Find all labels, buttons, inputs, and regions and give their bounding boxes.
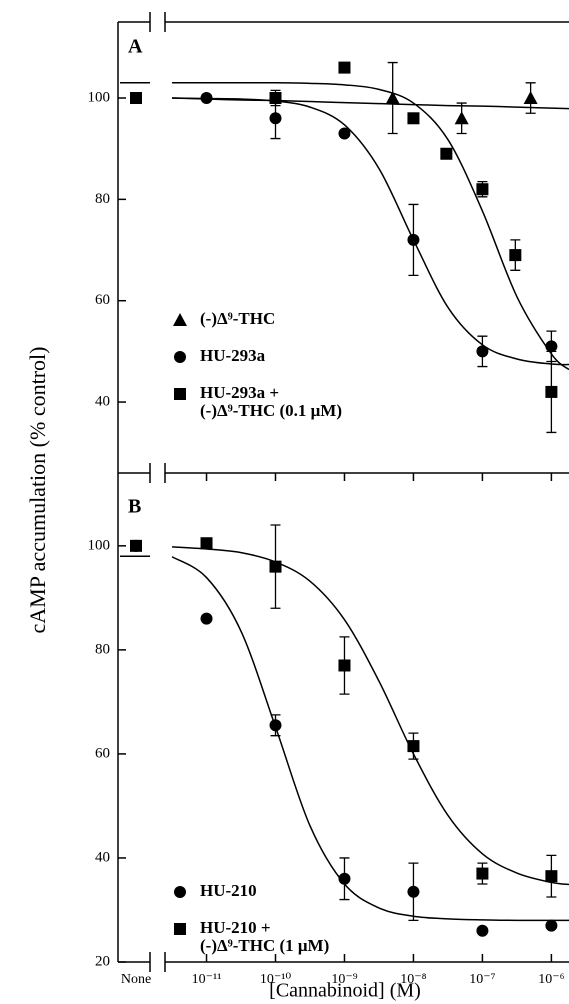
data-point [545, 919, 558, 932]
x-axis-label: [Cannabinoid] (M) [269, 980, 421, 1002]
legend-marker [174, 351, 186, 363]
y-tick-label: 60 [95, 292, 110, 308]
data-point [545, 385, 558, 398]
legend-label: (-)Δ⁹-THC [200, 309, 275, 328]
data-point [269, 719, 282, 732]
legend-label: HU-293a [200, 346, 266, 365]
data-point [130, 539, 142, 552]
data-point [454, 111, 469, 125]
panel-label: A [128, 36, 143, 58]
data-point [476, 183, 489, 196]
data-point [338, 61, 351, 74]
y-tick-label: 80 [95, 641, 110, 657]
data-point [476, 345, 489, 358]
panel-label: B [128, 496, 141, 518]
data-point [407, 885, 420, 898]
legend-line: HU-293a [200, 346, 266, 365]
y-tick-label: 60 [95, 745, 110, 761]
data-point [476, 867, 489, 880]
legend-line: (-)Δ⁹-THC (1 μM) [200, 936, 329, 955]
legend-line: (-)Δ⁹-THC [200, 309, 275, 328]
fit-curve [171, 97, 569, 110]
legend-marker [173, 313, 187, 326]
axes [117, 12, 569, 972]
y-tick-label: 20 [95, 953, 110, 969]
data-point [130, 92, 142, 105]
data-point [407, 740, 420, 753]
legend-label: HU-293a + (-)Δ⁹-THC (0.1 μM) [200, 383, 342, 420]
y-tick-label: 40 [95, 849, 110, 865]
data-point [338, 872, 351, 885]
data-point [338, 659, 351, 672]
x-tick-label: None [121, 972, 151, 987]
data-point [523, 91, 538, 105]
legend-label: HU-210 + (-)Δ⁹-THC (1 μM) [200, 918, 329, 955]
y-tick-label: 40 [95, 393, 110, 409]
data-point [338, 127, 351, 140]
y-axis-label: cAMP accumulation (% control) [25, 347, 50, 634]
legend-line: HU-293a + [200, 383, 279, 402]
fit-curve [172, 82, 569, 371]
x-tick-label: 10⁻⁶ [538, 972, 564, 987]
data-point [407, 112, 420, 125]
data-point [269, 112, 282, 125]
data-point [200, 612, 213, 625]
legend-line: HU-210 + [200, 918, 271, 937]
data-point [545, 870, 558, 883]
fit-curve [172, 97, 569, 366]
y-tick-label: 100 [88, 89, 111, 105]
data-point [407, 233, 420, 246]
y-tick-label: 80 [95, 191, 110, 207]
data-point [269, 560, 282, 573]
legend-marker [174, 886, 186, 898]
data-point [269, 92, 282, 105]
data-point [385, 91, 400, 105]
x-tick-label: 10⁻⁹ [331, 972, 357, 987]
x-tick-label: 10⁻⁷ [469, 972, 495, 987]
legend-label: HU-210 [200, 881, 257, 900]
legend-marker [174, 923, 186, 935]
data-point [440, 147, 453, 160]
data-point [200, 537, 213, 550]
y-tick-label: 100 [88, 537, 111, 553]
data-point [476, 924, 489, 937]
x-tick-label: 10⁻⁸ [400, 972, 426, 987]
data-point [509, 249, 522, 262]
legend-line: (-)Δ⁹-THC (0.1 μM) [200, 401, 342, 420]
x-tick-label: 10⁻¹⁰ [260, 972, 292, 987]
legend-line: HU-210 [200, 881, 257, 900]
data-point [200, 92, 213, 105]
x-tick-label: 10⁻¹¹ [192, 972, 222, 987]
fit-curve [171, 556, 569, 922]
legend-marker [174, 388, 186, 400]
fit-curve [171, 546, 569, 886]
data-point [545, 340, 558, 353]
